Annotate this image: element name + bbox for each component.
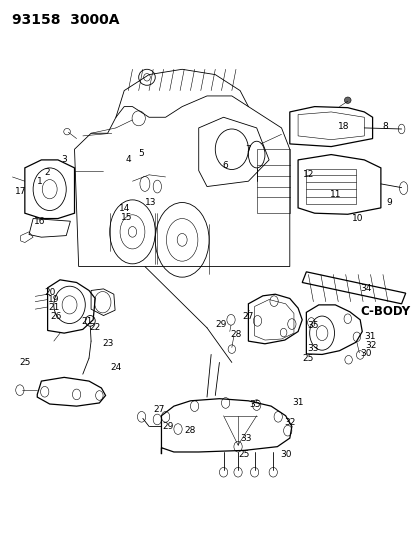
Text: 30: 30 <box>360 350 371 358</box>
Text: 23: 23 <box>102 339 113 348</box>
Text: 32: 32 <box>283 418 295 426</box>
Text: 2: 2 <box>45 168 50 177</box>
Text: 10: 10 <box>351 214 363 223</box>
Text: 13: 13 <box>145 198 157 207</box>
Text: 8: 8 <box>381 123 387 131</box>
Text: 31: 31 <box>364 333 375 341</box>
Text: 35: 35 <box>306 321 318 329</box>
Text: 31: 31 <box>292 398 303 407</box>
Text: 16: 16 <box>33 217 45 226</box>
Text: 26: 26 <box>50 312 62 321</box>
Text: 24: 24 <box>110 364 121 372</box>
Ellipse shape <box>344 97 350 103</box>
Text: 21: 21 <box>48 303 59 311</box>
Bar <box>306 169 355 204</box>
Text: 29: 29 <box>161 422 173 431</box>
Text: 34: 34 <box>360 285 371 293</box>
Text: 5: 5 <box>138 149 143 158</box>
Text: 12: 12 <box>302 171 313 179</box>
Text: 28: 28 <box>230 330 241 339</box>
Text: 25: 25 <box>238 450 249 458</box>
Text: 27: 27 <box>153 405 165 414</box>
Text: 33: 33 <box>306 344 318 353</box>
Text: 25: 25 <box>19 358 31 367</box>
Text: 18: 18 <box>337 123 349 131</box>
Text: 17: 17 <box>15 188 26 196</box>
Text: 7: 7 <box>245 145 251 154</box>
Text: 32: 32 <box>364 341 375 350</box>
Text: 29: 29 <box>215 320 227 328</box>
Text: 93158  3000A: 93158 3000A <box>12 13 120 27</box>
Text: C-BODY: C-BODY <box>359 305 409 318</box>
Text: 28: 28 <box>184 426 196 435</box>
Text: 22: 22 <box>89 323 101 332</box>
Text: 1: 1 <box>36 177 42 185</box>
Text: 15: 15 <box>120 213 132 222</box>
Text: 9: 9 <box>385 198 391 207</box>
Text: 19: 19 <box>48 295 59 304</box>
Text: 21: 21 <box>81 318 93 326</box>
Text: 3: 3 <box>61 156 67 164</box>
Text: 35: 35 <box>248 400 260 408</box>
Text: 33: 33 <box>240 434 252 442</box>
Text: 20: 20 <box>44 288 55 296</box>
Text: 30: 30 <box>279 450 291 458</box>
Text: 11: 11 <box>329 190 340 198</box>
Text: 25: 25 <box>302 354 313 362</box>
Text: 27: 27 <box>242 312 254 321</box>
Text: 6: 6 <box>222 161 228 169</box>
Text: 4: 4 <box>125 156 131 164</box>
Text: 14: 14 <box>118 205 130 213</box>
